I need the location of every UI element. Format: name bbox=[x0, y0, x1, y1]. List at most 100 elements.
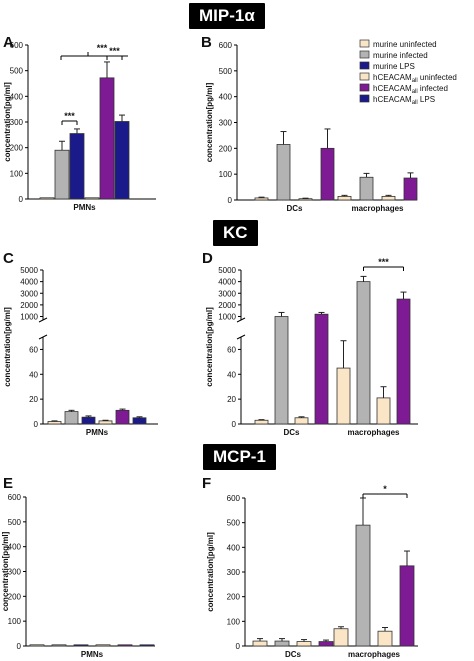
panel-e-y-tick-label: 200 bbox=[8, 592, 22, 601]
panel-a-sig-bracket-2-label: *** bbox=[97, 43, 108, 53]
panel-c-y-tick-label: 2000 bbox=[20, 301, 38, 310]
panel-d-bar bbox=[336, 367, 351, 425]
panel-d-bar bbox=[356, 281, 371, 425]
panel-f-bar bbox=[318, 641, 334, 647]
panel-b-y-tick-label: 400 bbox=[219, 93, 233, 102]
panel-e-bar bbox=[29, 644, 45, 647]
panel-d-y-tick-label: 60 bbox=[227, 345, 236, 354]
panel-c-y-tick-label: 60 bbox=[29, 345, 38, 354]
panel-a-y-tick-label: 400 bbox=[10, 92, 24, 101]
panel-d-bar bbox=[376, 397, 391, 425]
panel-d-y-tick-label: 1000 bbox=[218, 313, 236, 322]
panel-f-bar bbox=[296, 641, 312, 647]
panel-b-y-tick-label: 500 bbox=[219, 67, 233, 76]
panel-b-bar bbox=[337, 195, 352, 201]
panel-c-y-tick-label: 4000 bbox=[20, 278, 38, 287]
panel-d-y-tick-label: 2000 bbox=[218, 301, 236, 310]
panel-a-bar bbox=[84, 197, 100, 200]
panel-a-y-tick-label: 0 bbox=[19, 195, 24, 204]
panel-c-axis-break-upper bbox=[38, 317, 48, 323]
panel-e-group-label: PMNs bbox=[81, 650, 104, 659]
panel-f-group-label: macrophages bbox=[348, 650, 401, 659]
panel-f-bar bbox=[252, 640, 268, 647]
panel-e-y-tick-label: 100 bbox=[8, 617, 22, 626]
panel-a-group-label: PMNs bbox=[73, 203, 96, 212]
panel-d-axis-break-lower bbox=[236, 334, 246, 340]
panel-b-y-tick-label: 600 bbox=[219, 41, 233, 50]
panel-a-y-tick-label: 600 bbox=[10, 41, 24, 50]
panel-c-y-tick-label: 40 bbox=[29, 370, 38, 379]
panel-f-y-tick-label: 200 bbox=[227, 593, 241, 602]
panel-f-y-tick-label: 600 bbox=[227, 494, 241, 503]
panel-d-bar bbox=[314, 313, 329, 425]
panel-a-y-axis-label: concentration[pg/ml] bbox=[3, 82, 12, 162]
panel-d-bar bbox=[254, 419, 269, 425]
panel-d-y-tick-label: 3000 bbox=[218, 289, 236, 298]
panel-c-y-tick-label: 3000 bbox=[20, 289, 38, 298]
panel-b-bar bbox=[254, 197, 269, 201]
panel-f-y-tick-label: 100 bbox=[227, 617, 241, 626]
panel-d-axis-break-upper bbox=[236, 317, 246, 323]
panel-a-bar bbox=[69, 133, 85, 200]
legend-swatch-mu bbox=[359, 39, 370, 48]
panel-c-y-tick-label: 0 bbox=[34, 420, 39, 429]
panel-b-bar bbox=[276, 144, 291, 201]
panel-e-bar bbox=[139, 644, 155, 647]
panel-b-bar bbox=[298, 198, 313, 201]
panel-c-bar bbox=[115, 409, 130, 425]
panel-f-bar bbox=[333, 628, 349, 647]
panel-d-y-tick-label: 20 bbox=[227, 395, 236, 404]
panel-a-sig-bracket-1-label: *** bbox=[64, 111, 75, 121]
panel-f-bar bbox=[377, 630, 393, 647]
panel-e-y-tick-label: 400 bbox=[8, 543, 22, 552]
legend-swatch-hi bbox=[359, 83, 370, 92]
panel-e-y-tick-label: 500 bbox=[8, 518, 22, 527]
panel-e-bar bbox=[73, 644, 89, 647]
panel-e-y-axis-label: concentration[pg/ml] bbox=[1, 531, 10, 611]
panel-f-letter: F bbox=[202, 475, 211, 492]
legend-label-ml: murine LPS bbox=[373, 62, 415, 71]
panel-b-group-label: macrophages bbox=[351, 204, 404, 213]
panel-c-bar bbox=[81, 416, 96, 425]
panel-f-y-tick-label: 500 bbox=[227, 519, 241, 528]
legend-swatch-hl bbox=[359, 94, 370, 103]
panel-c-axis-break-lower bbox=[38, 334, 48, 340]
panel-d-bar bbox=[396, 298, 411, 425]
legend-label-hl: hCEACAMall LPS bbox=[373, 95, 435, 106]
panel-b-bar bbox=[403, 177, 418, 201]
panel-e-y-tick-label: 300 bbox=[8, 568, 22, 577]
panel-c-bar bbox=[47, 421, 62, 425]
panel-e-y-tick-label: 0 bbox=[17, 642, 22, 651]
panel-d-y-tick-label: 40 bbox=[227, 370, 236, 379]
panel-d-bar bbox=[294, 417, 309, 425]
panel-a-bar bbox=[39, 197, 55, 200]
legend-label-mi: murine infected bbox=[373, 51, 428, 60]
panel-c-y-tick-label: 1000 bbox=[20, 313, 38, 322]
panel-c-y-tick-label: 5000 bbox=[20, 266, 38, 275]
panel-b-y-tick-label: 300 bbox=[219, 119, 233, 128]
panel-c-y-tick-label: 20 bbox=[29, 395, 38, 404]
legend-swatch-ml bbox=[359, 61, 370, 70]
panel-d-y-tick-label: 0 bbox=[232, 420, 237, 429]
section-label-mip: MIP-1α bbox=[189, 3, 265, 29]
panel-f-sig-bracket-1-label: * bbox=[383, 484, 387, 494]
panel-b-bar bbox=[320, 147, 335, 201]
panel-a-y-tick-label: 200 bbox=[10, 144, 24, 153]
panel-d-bar bbox=[274, 316, 289, 425]
panel-b-letter: B bbox=[201, 34, 212, 51]
panel-c-letter: C bbox=[3, 250, 14, 267]
panel-b-group-label: DCs bbox=[286, 204, 303, 213]
panel-e-bar bbox=[117, 644, 133, 647]
panel-d-sig-bracket-1-label: *** bbox=[378, 257, 389, 267]
panel-b-bar bbox=[359, 176, 374, 201]
panel-a-y-tick-label: 100 bbox=[10, 169, 24, 178]
panel-b-y-tick-label: 100 bbox=[219, 170, 233, 179]
panel-c-group-label: PMNs bbox=[86, 428, 109, 437]
panel-e-letter: E bbox=[3, 475, 13, 492]
panel-a-bar bbox=[99, 77, 115, 200]
panel-d-y-tick-label: 4000 bbox=[218, 278, 236, 287]
panel-f-group-label: DCs bbox=[285, 650, 302, 659]
panel-a-letter: A bbox=[3, 34, 14, 51]
panel-e-bar bbox=[51, 644, 67, 647]
